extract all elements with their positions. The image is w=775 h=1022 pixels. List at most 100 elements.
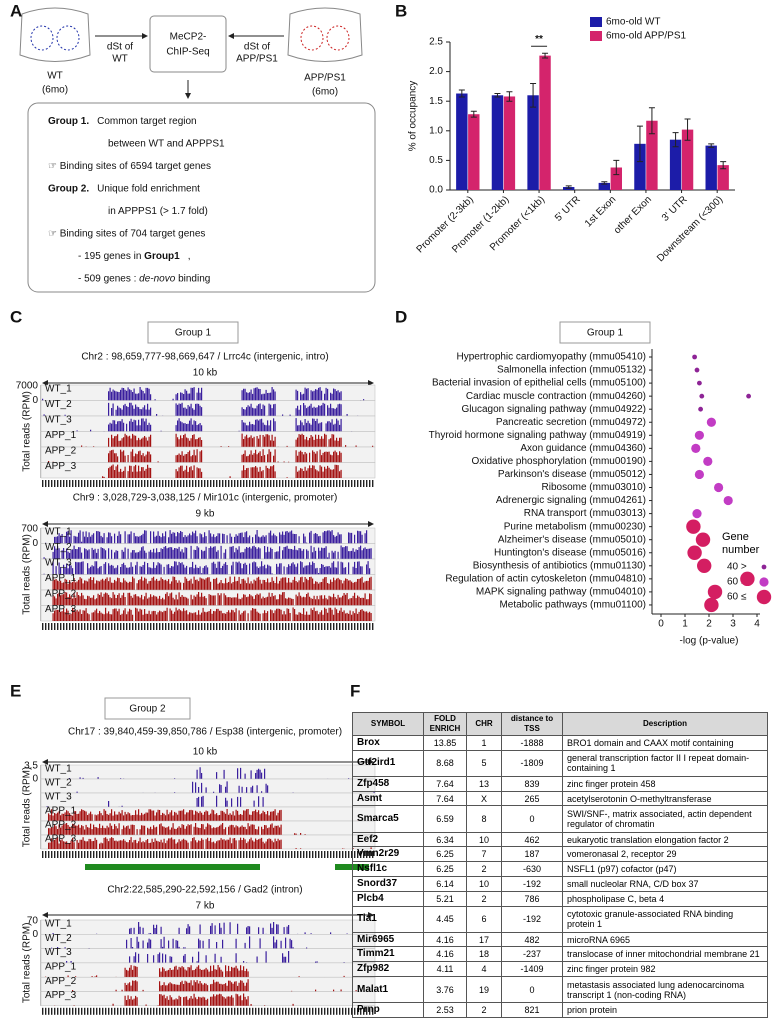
- panel-label: C: [10, 307, 22, 326]
- table-cell: 10: [466, 875, 502, 892]
- gene-annotation: [41, 851, 375, 858]
- table-cell: 8.68: [423, 749, 467, 777]
- legend-dot: [756, 589, 772, 605]
- bar: [491, 95, 504, 190]
- gene-table: SYMBOL FOLD ENRICH CHR distance to TSS Descr…: [352, 712, 768, 1018]
- legend-swatch: [590, 31, 602, 41]
- sample-label: WT_3: [45, 415, 72, 426]
- table-cell: zinc finger protein 982: [562, 961, 768, 978]
- y-tick-label: 2.5: [429, 37, 443, 48]
- table-row: Mir6965 4.16 17 482 microRNA 6965: [352, 931, 768, 948]
- table-cell: 3.76: [423, 976, 467, 1004]
- table-cell: phospholipase C, beta 4: [562, 890, 768, 907]
- track-group-title: Group 1: [175, 328, 212, 339]
- dot: [694, 430, 705, 440]
- table-cell: vomeronasal 2, receptor 29: [562, 846, 768, 863]
- header-cell: CHR: [466, 712, 502, 736]
- table-cell: Zfp458: [352, 775, 424, 792]
- error-bar: [506, 91, 513, 102]
- panel-label: F: [350, 681, 360, 700]
- diagram-text: ChIP-Seq: [166, 47, 209, 58]
- x-tick-label: 4: [754, 619, 760, 630]
- summary-segment: - 509 genes :: [78, 273, 139, 284]
- scale-label: 7 kb: [196, 901, 215, 912]
- diagram-text: WT: [112, 54, 128, 65]
- x-tick-label: 0: [658, 619, 664, 630]
- table-cell: 7: [466, 846, 502, 863]
- category-label: Parkinson's disease (mmu05012): [498, 469, 646, 480]
- table-cell: general transcription factor II I repeat…: [562, 749, 768, 777]
- error-bar: [494, 93, 501, 98]
- brain-icons: [19, 7, 363, 62]
- table-cell: -1409: [501, 961, 563, 978]
- summary-line: in APPPS1 (> 1.7 fold): [108, 206, 208, 217]
- dot: [692, 508, 702, 519]
- sample-label: APP_2: [45, 820, 77, 831]
- summary-line: Group 1. Common target region: [48, 116, 197, 127]
- table-cell: 13.85: [423, 735, 467, 751]
- bar: [610, 167, 622, 190]
- summary-segment: in APPPS1 (> 1.7 fold): [108, 206, 208, 217]
- y-max: 700: [21, 524, 38, 535]
- x-tick-label: 3' UTR: [660, 194, 690, 224]
- locus: Chr17 : 39,840,459-39,850,786 / Esp38 (i…: [68, 727, 342, 738]
- table-cell: 4.45: [423, 905, 467, 933]
- error-bar: [470, 110, 477, 118]
- title-box: [104, 697, 191, 720]
- table-cell: NSFL1 (p97) cofactor (p47): [562, 861, 768, 877]
- table-cell: 2.53: [423, 1002, 467, 1018]
- table-cell: -1888: [501, 735, 563, 751]
- header-cell: SYMBOL: [352, 712, 424, 736]
- y-max: 70: [27, 916, 39, 927]
- annotation: **: [535, 34, 543, 45]
- dot: [691, 443, 701, 453]
- scale-label: 10 kb: [193, 368, 218, 379]
- y-label: Total reads (RPM): [22, 534, 33, 615]
- sample-label: APP_3: [45, 990, 77, 1001]
- error-bar: [672, 132, 679, 148]
- summary-line: ☞ Binding sites of 704 target genes: [48, 228, 205, 239]
- sample-label: APP_3: [45, 604, 77, 615]
- table-cell: 13: [466, 775, 502, 792]
- panel-label: E: [10, 681, 21, 700]
- table-cell: cytotoxic granule-associated RNA binding…: [562, 905, 768, 933]
- gene-annotation: [41, 623, 375, 630]
- legend-swatch: [590, 17, 602, 27]
- dot: [698, 406, 703, 412]
- table-cell: eukaryotic translation elongation factor…: [562, 831, 768, 848]
- table-cell: Mir6965: [352, 931, 424, 948]
- diagram-text: (6mo): [42, 85, 68, 96]
- occupancy-chart: 0.00.51.01.52.02.5% of occupancyPromoter…: [408, 17, 735, 264]
- error-bar: [720, 161, 727, 170]
- coverage-track: [48, 449, 342, 463]
- bar: [669, 139, 682, 190]
- coverage-track: [43, 561, 371, 575]
- gene-model: [85, 864, 260, 870]
- dot: [686, 519, 701, 534]
- error-bar: [684, 118, 691, 141]
- table-cell: 4.16: [423, 946, 467, 963]
- category-label: RNA transport (mmu03013): [524, 508, 646, 519]
- table-cell: Brox: [352, 735, 424, 751]
- table-cell: -1809: [501, 749, 563, 777]
- summary-segment: between WT and APPPS1: [108, 138, 225, 149]
- dot: [694, 469, 705, 480]
- sample-label: APP_3: [45, 834, 77, 845]
- sample-label: WT_3: [45, 947, 72, 958]
- legend-label: 6mo-old WT: [606, 17, 660, 28]
- category-label: Thyroid hormone signaling pathway (mmu04…: [429, 430, 646, 441]
- table-cell: acetylserotonin O-methyltransferase: [562, 790, 768, 807]
- table-cell: 462: [501, 831, 563, 848]
- table-cell: 8: [466, 805, 502, 833]
- table-row: Brox 13.85 1 -1888 BRO1 domain and CAAX moti…: [352, 735, 768, 751]
- table-cell: 265: [501, 790, 563, 807]
- table-cell: 19: [466, 976, 502, 1004]
- legend-label: 40 >: [727, 562, 747, 573]
- bar: [634, 143, 646, 190]
- y-axis-label: % of occupancy: [408, 81, 419, 152]
- table-cell: 17: [466, 931, 502, 948]
- table-row: Nsfl1c 6.25 2 -630 NSFL1 (p97) cofactor (p47…: [352, 861, 768, 877]
- table-row: Zfp982 4.11 4 -1409 zinc finger protein 982: [352, 961, 768, 978]
- table-cell: Timm21: [352, 946, 424, 963]
- table-cell: Malat1: [352, 976, 424, 1004]
